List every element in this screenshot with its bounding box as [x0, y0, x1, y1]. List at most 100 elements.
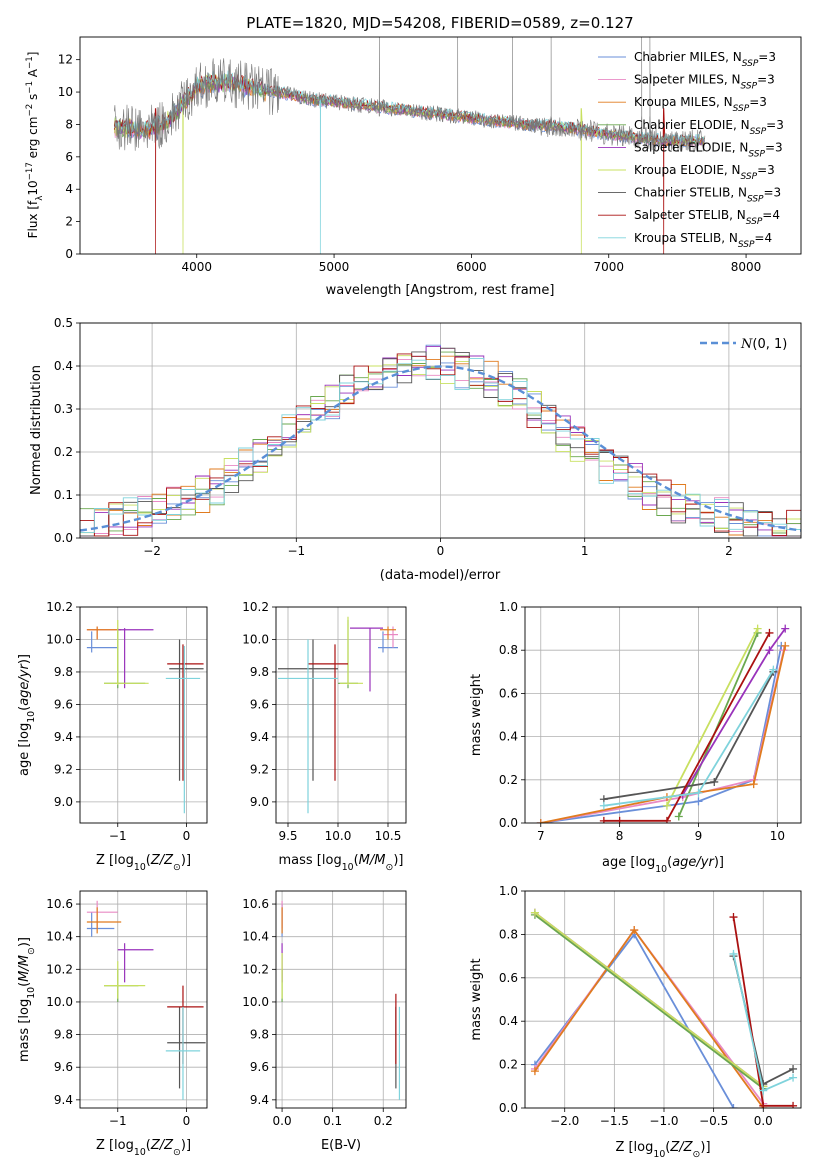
- legend-label-part: Salpeter MILES, N: [634, 73, 741, 87]
- x-tick-label: 7000: [593, 260, 624, 274]
- weight-marker: [694, 797, 703, 806]
- weight-marker: [599, 816, 608, 823]
- histogram-xlabel: (data-model)/error: [380, 568, 501, 583]
- y-tick-label: 9.2: [250, 762, 269, 776]
- plot-area: [278, 616, 398, 814]
- legend-label-part: N: [740, 337, 753, 352]
- label-part: 10: [26, 711, 37, 723]
- y-tick-label: 9.6: [250, 697, 269, 711]
- label-part: (: [665, 1140, 670, 1155]
- plot-area: [530, 908, 798, 1108]
- y-tick-label: 4: [65, 182, 73, 196]
- histogram-step-line: [80, 357, 801, 534]
- y-tick-label: 0.0: [499, 1101, 518, 1115]
- plot-area: [80, 344, 801, 537]
- weight-series-line: [534, 911, 764, 1088]
- y-tick-label: 9.6: [54, 697, 73, 711]
- y-tick-label: 9.0: [54, 795, 73, 809]
- label-part: ⊙: [173, 1147, 181, 1158]
- axes-frame: [275, 890, 407, 1109]
- label-part: ⊙: [693, 1149, 701, 1160]
- label-part: age [log: [602, 855, 655, 870]
- label-part: −2: [25, 104, 35, 117]
- legend-label-part: Chabrier MILES, N: [634, 50, 742, 64]
- y-tick-label: 12: [58, 53, 73, 67]
- weight-series-line: [534, 914, 764, 1090]
- label-part: (: [146, 853, 151, 868]
- label-part: 10: [134, 862, 146, 873]
- y-tick-label: 10.6: [242, 897, 269, 911]
- weight-marker: [674, 812, 683, 821]
- label-part: Flux [f: [26, 200, 40, 238]
- legend-label: Salpeter MILES, NSSP=3: [634, 73, 775, 92]
- residual-histogram-panel: −2 −1 0 1 2 0.0 0.1 0.2 0.3 0.4 0.5 (data-model)/er…: [29, 316, 802, 583]
- label-part: Z [log: [96, 1138, 134, 1153]
- mass-vs-metallicity-xlabel: Z [log10(Z/Z⊙)]: [96, 1138, 191, 1158]
- x-tick-label: 0.0: [754, 1114, 773, 1128]
- legend-label-part: =3: [765, 140, 783, 154]
- age-vs-metallicity-xlabel: Z [log10(Z/Z⊙)]: [96, 853, 191, 873]
- label-part: )]: [393, 853, 403, 868]
- x-tick-label: 8000: [731, 260, 762, 274]
- y-tick-label: 0.8: [499, 643, 518, 657]
- y-tick-label: 9.4: [54, 730, 73, 744]
- label-part: ⊙: [385, 862, 393, 873]
- legend-label: Salpeter ELODIE, NSSP=3: [634, 140, 783, 159]
- x-tick-label: −0.5: [699, 1114, 728, 1128]
- label-part: 10: [26, 180, 40, 195]
- legend-label-part: =3: [757, 163, 775, 177]
- weight-marker: [753, 624, 762, 633]
- y-tick-label: 0.3: [54, 402, 73, 416]
- label-part: 10: [653, 1149, 665, 1160]
- weight-marker: [749, 780, 758, 789]
- y-tick-label: 10.0: [46, 632, 73, 646]
- weight-marker: [630, 926, 639, 935]
- label-part: Z [log: [615, 1140, 653, 1155]
- weight-marker: [599, 801, 608, 810]
- y-tick-label: 1.0: [499, 884, 518, 898]
- weight-marker: [729, 913, 738, 922]
- label-part: age [log: [17, 723, 32, 776]
- y-tick-label: 0.0: [499, 816, 518, 830]
- histogram-step-line: [80, 353, 801, 537]
- y-tick-label: 0.4: [499, 730, 518, 744]
- legend-label-part: SSP: [741, 82, 758, 92]
- spectrum-panel: 4000 5000 6000 7000 8000 0 2 4 6 8 10 12 wavelength …: [25, 36, 802, 298]
- legend-label: Chabrier STELIB, NSSP=3: [634, 186, 781, 205]
- mass-weight-vs-age-xlabel: age [log10(age/yr)]: [602, 855, 724, 875]
- y-tick-label: 0.2: [54, 445, 73, 459]
- y-tick-label: 1.0: [499, 600, 518, 614]
- label-part: 10: [655, 864, 667, 875]
- x-tick-label: 0: [183, 829, 191, 843]
- weight-marker: [530, 908, 539, 917]
- x-tick-label: 10.5: [375, 829, 402, 843]
- x-tick-label: −2.0: [550, 1114, 579, 1128]
- y-tick-label: 10.0: [242, 632, 269, 646]
- label-part: mass [log: [279, 853, 342, 868]
- weight-marker: [769, 665, 778, 674]
- label-part: −17: [25, 162, 35, 180]
- x-tick-label: 10: [770, 829, 785, 843]
- label-part: )]: [714, 855, 724, 870]
- axes-frame: [79, 36, 802, 255]
- weight-marker: [781, 641, 790, 650]
- legend-label-part: =3: [764, 186, 782, 200]
- mass-weight-vs-age-ylabel: mass weight: [469, 674, 484, 756]
- y-tick-label: 9.4: [54, 1093, 73, 1107]
- x-tick-label: 6000: [456, 260, 487, 274]
- weight-marker: [789, 1101, 798, 1108]
- legend-label-part: SSP: [747, 195, 764, 205]
- mass-vs-metallicity-panel: −1 09.49.69.810.010.210.410.6Z [log10(Z/Z…: [17, 890, 208, 1158]
- legend-label: Kroupa STELIB, NSSP=4: [634, 231, 772, 250]
- weight-marker: [781, 624, 790, 633]
- axes-frame: [79, 890, 208, 1109]
- legend-label-part: SSP: [750, 127, 767, 137]
- label-part: Z/Z: [150, 1138, 174, 1153]
- label-part: −1: [25, 81, 35, 94]
- plot-area: [281, 900, 401, 1100]
- label-part: ]: [26, 52, 40, 57]
- label-part: )]: [17, 937, 32, 947]
- label-part: 10: [342, 862, 354, 873]
- y-tick-label: 10.2: [46, 600, 73, 614]
- y-tick-label: 10.2: [242, 600, 269, 614]
